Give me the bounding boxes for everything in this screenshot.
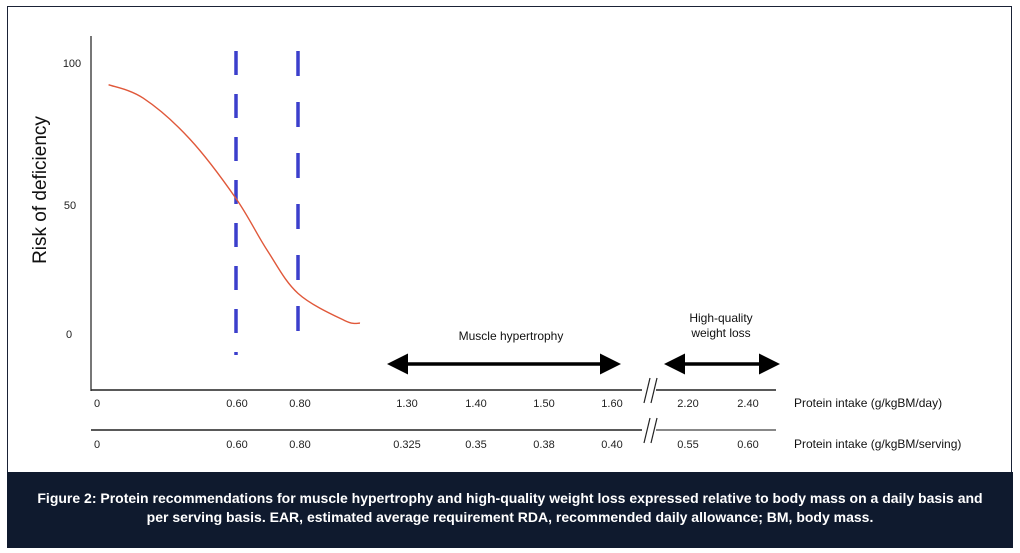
xaxis_serving-tick: 0.35 [465, 439, 486, 451]
y-tick-0: 0 [66, 329, 72, 341]
xaxis_serving-tick: 0.80 [289, 439, 310, 451]
xaxis_serving-tick: 0.40 [601, 439, 622, 451]
x-axis-serving-label: Protein intake (g/kgBM/serving) [794, 437, 961, 451]
y-axis-label: Risk of deficiency [30, 116, 51, 264]
weight-loss-label-line2: weight loss [690, 326, 750, 340]
xaxis_day-tick: 1.60 [601, 398, 622, 410]
axis-break-day [643, 377, 658, 404]
xaxis_serving-tick: 0.38 [533, 439, 554, 451]
xaxis_serving-tick: 0 [94, 439, 100, 451]
xaxis_day-tick: 1.40 [465, 398, 486, 410]
axis-break-serving [643, 417, 658, 444]
xaxis_serving-tick: 0.55 [677, 439, 698, 451]
xaxis_day-tick: 0.60 [226, 398, 247, 410]
xaxis_day-tick: 0.80 [289, 398, 310, 410]
figure-caption: Figure 2: Protein recommendations for mu… [7, 472, 1013, 548]
weight-loss-label-line1: High-quality [689, 311, 752, 325]
xaxis_day-tick: 1.50 [533, 398, 554, 410]
xaxis_day-tick: 2.40 [737, 398, 758, 410]
risk-curve [108, 84, 361, 325]
xaxis_serving-tick: 0.60 [737, 439, 758, 451]
y-tick-50: 50 [64, 200, 76, 212]
x-axis-day-label: Protein intake (g/kgBM/day) [794, 396, 942, 410]
muscle-hypertrophy-label: Muscle hypertrophy [459, 329, 564, 343]
y-tick-100: 100 [63, 58, 81, 70]
xaxis_serving-tick: 0.60 [226, 439, 247, 451]
xaxis_day-tick: 2.20 [677, 398, 698, 410]
xaxis_serving-tick: 0.325 [393, 439, 421, 451]
xaxis_day-tick: 0 [94, 398, 100, 410]
xaxis_day-tick: 1.30 [396, 398, 417, 410]
